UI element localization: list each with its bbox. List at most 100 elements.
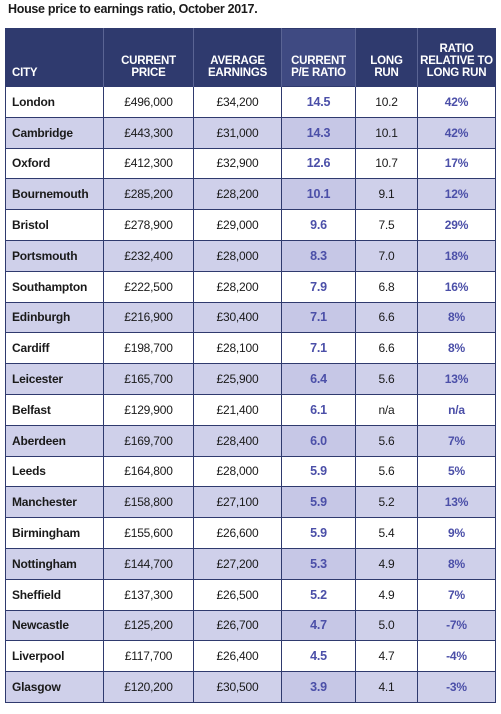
average-earnings-cell: £26,700 <box>193 609 282 641</box>
current-pe-ratio-cell: 10.1 <box>281 178 356 210</box>
table-caption: House price to earnings ratio, October 2… <box>8 2 258 16</box>
ratio-relative-cell: -4% <box>417 640 496 672</box>
current-price-cell: £169,700 <box>103 424 194 457</box>
city-cell: Portsmouth <box>5 239 104 272</box>
current-pe-ratio-cell: 6.1 <box>281 393 356 426</box>
average-earnings-cell: £27,200 <box>193 547 282 580</box>
table-row: Newcastle £125,200 £26,700 4.7 5.0 -7% <box>5 609 496 641</box>
current-pe-ratio-cell: 14.3 <box>281 116 356 149</box>
city-cell: Birmingham <box>5 517 104 549</box>
average-earnings-cell: £26,400 <box>193 640 282 672</box>
table-row: Cambridge £443,300 £31,000 14.3 10.1 42% <box>5 116 496 149</box>
long-run-cell: n/a <box>355 393 418 426</box>
current-pe-ratio-cell: 7.1 <box>281 332 356 364</box>
city-cell: Oxford <box>5 147 104 179</box>
ratio-relative-cell: 13% <box>417 486 496 518</box>
ratio-relative-cell: 9% <box>417 517 496 549</box>
average-earnings-cell: £21,400 <box>193 393 282 426</box>
average-earnings-cell: £25,900 <box>193 363 282 395</box>
current-pe-ratio-cell: 5.9 <box>281 486 356 518</box>
current-pe-ratio-cell: 3.9 <box>281 671 356 703</box>
long-run-cell: 6.8 <box>355 270 418 303</box>
average-earnings-cell: £27,100 <box>193 486 282 518</box>
average-earnings-cell: £34,200 <box>193 86 282 118</box>
long-run-cell: 5.4 <box>355 517 418 549</box>
long-run-cell: 5.0 <box>355 609 418 641</box>
average-earnings-cell: £30,400 <box>193 301 282 333</box>
table-row: Edinburgh £216,900 £30,400 7.1 6.6 8% <box>5 301 496 333</box>
long-run-cell: 10.7 <box>355 147 418 179</box>
city-cell: Sheffield <box>5 578 104 611</box>
ratio-relative-cell: -3% <box>417 671 496 703</box>
current-pe-ratio-cell: 5.3 <box>281 547 356 580</box>
table-row: Southampton £222,500 £28,200 7.9 6.8 16% <box>5 270 496 303</box>
long-run-cell: 9.1 <box>355 178 418 210</box>
column-header-long-run: LONG RUN <box>355 28 418 87</box>
current-pe-ratio-cell: 6.0 <box>281 424 356 457</box>
average-earnings-cell: £29,000 <box>193 209 282 241</box>
current-pe-ratio-cell: 14.5 <box>281 86 356 118</box>
current-pe-ratio-cell: 6.4 <box>281 363 356 395</box>
current-price-cell: £216,900 <box>103 301 194 333</box>
ratio-relative-cell: 8% <box>417 547 496 580</box>
current-price-cell: £155,600 <box>103 517 194 549</box>
long-run-cell: 5.2 <box>355 486 418 518</box>
city-cell: Liverpool <box>5 640 104 672</box>
price-earnings-table: CITY CURRENT PRICE AVERAGE EARNINGS CURR… <box>5 28 496 703</box>
table-body: London £496,000 £34,200 14.5 10.2 42% Cambridg… <box>5 86 496 703</box>
current-price-cell: £198,700 <box>103 332 194 364</box>
average-earnings-cell: £28,000 <box>193 455 282 487</box>
city-cell: Newcastle <box>5 609 104 641</box>
average-earnings-cell: £28,200 <box>193 270 282 303</box>
ratio-relative-cell: 29% <box>417 209 496 241</box>
table-row: Bristol £278,900 £29,000 9.6 7.5 29% <box>5 209 496 241</box>
current-price-cell: £129,900 <box>103 393 194 426</box>
ratio-relative-cell: 8% <box>417 332 496 364</box>
table-row: London £496,000 £34,200 14.5 10.2 42% <box>5 86 496 118</box>
table-row: Manchester £158,800 £27,100 5.9 5.2 13% <box>5 486 496 518</box>
current-pe-ratio-cell: 8.3 <box>281 239 356 272</box>
long-run-cell: 4.9 <box>355 547 418 580</box>
city-cell: Manchester <box>5 486 104 518</box>
ratio-relative-cell: 7% <box>417 424 496 457</box>
current-pe-ratio-cell: 12.6 <box>281 147 356 179</box>
city-cell: Leeds <box>5 455 104 487</box>
current-price-cell: £158,800 <box>103 486 194 518</box>
city-cell: Southampton <box>5 270 104 303</box>
table-row: Belfast £129,900 £21,400 6.1 n/a n/a <box>5 393 496 426</box>
current-pe-ratio-cell: 7.9 <box>281 270 356 303</box>
long-run-cell: 4.1 <box>355 671 418 703</box>
ratio-relative-cell: 5% <box>417 455 496 487</box>
city-cell: Belfast <box>5 393 104 426</box>
current-price-cell: £144,700 <box>103 547 194 580</box>
column-header-current-price: CURRENT PRICE <box>103 28 194 87</box>
table-row: Leicester £165,700 £25,900 6.4 5.6 13% <box>5 363 496 395</box>
long-run-cell: 6.6 <box>355 301 418 333</box>
ratio-relative-cell: 17% <box>417 147 496 179</box>
current-price-cell: £125,200 <box>103 609 194 641</box>
average-earnings-cell: £28,100 <box>193 332 282 364</box>
average-earnings-cell: £30,500 <box>193 671 282 703</box>
current-price-cell: £165,700 <box>103 363 194 395</box>
city-cell: Glasgow <box>5 671 104 703</box>
table-row: Bournemouth £285,200 £28,200 10.1 9.1 12% <box>5 178 496 210</box>
current-price-cell: £232,400 <box>103 239 194 272</box>
current-price-cell: £117,700 <box>103 640 194 672</box>
current-pe-ratio-cell: 7.1 <box>281 301 356 333</box>
average-earnings-cell: £32,900 <box>193 147 282 179</box>
current-price-cell: £222,500 <box>103 270 194 303</box>
current-pe-ratio-cell: 4.7 <box>281 609 356 641</box>
ratio-relative-cell: 12% <box>417 178 496 210</box>
long-run-cell: 4.7 <box>355 640 418 672</box>
city-cell: Leicester <box>5 363 104 395</box>
current-price-cell: £137,300 <box>103 578 194 611</box>
average-earnings-cell: £26,500 <box>193 578 282 611</box>
city-cell: Bournemouth <box>5 178 104 210</box>
table-row: Leeds £164,800 £28,000 5.9 5.6 5% <box>5 455 496 487</box>
current-pe-ratio-cell: 4.5 <box>281 640 356 672</box>
current-price-cell: £443,300 <box>103 116 194 149</box>
long-run-cell: 6.6 <box>355 332 418 364</box>
ratio-relative-cell: n/a <box>417 393 496 426</box>
average-earnings-cell: £28,200 <box>193 178 282 210</box>
table-row: Sheffield £137,300 £26,500 5.2 4.9 7% <box>5 578 496 611</box>
